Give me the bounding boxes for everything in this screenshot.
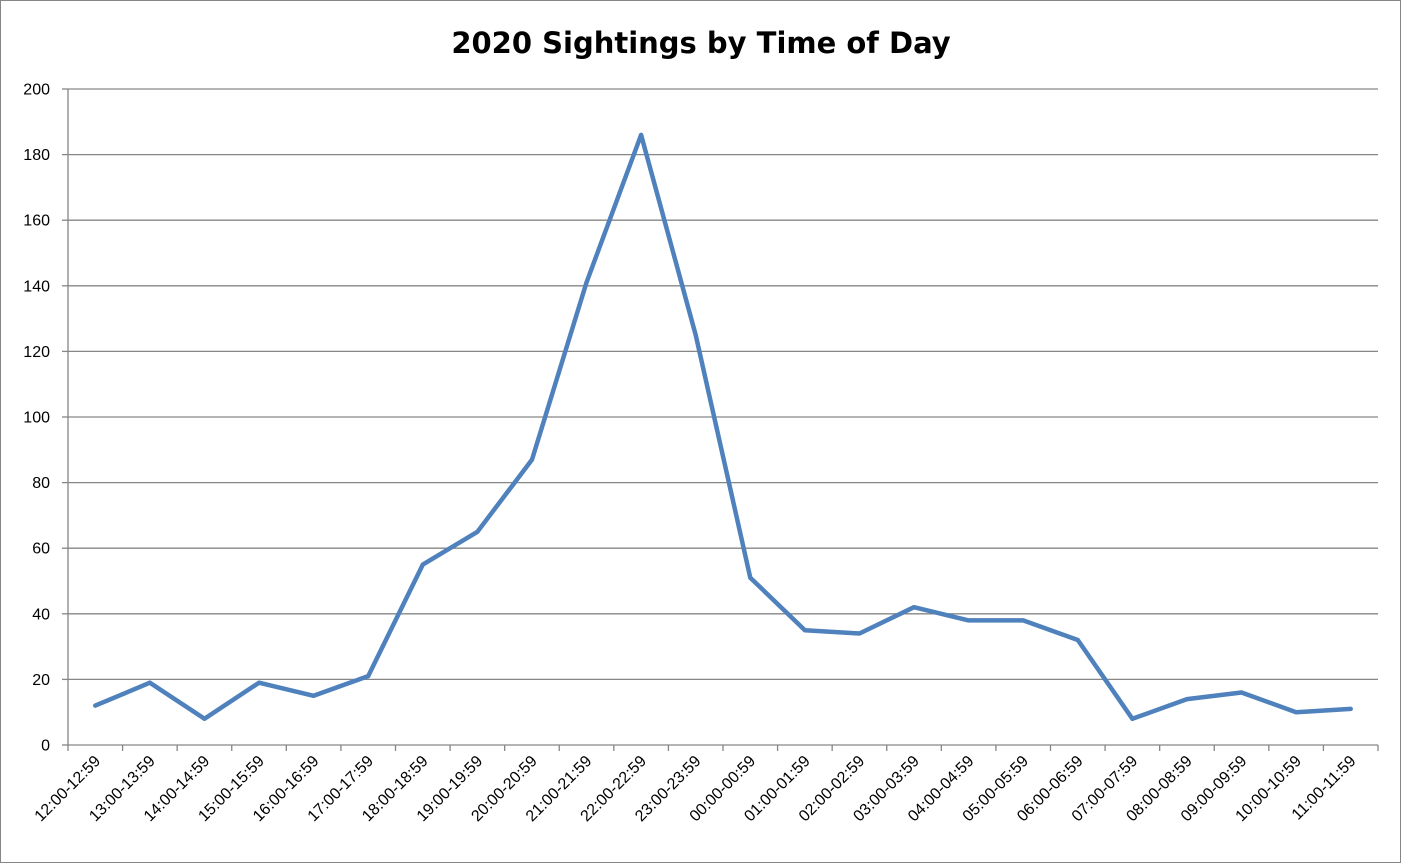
y-tick-label: 20	[32, 672, 50, 689]
data-point	[93, 703, 98, 708]
data-point	[1021, 618, 1026, 623]
y-tick-label: 140	[23, 278, 50, 295]
gridlines	[68, 88, 1378, 681]
data-point	[257, 680, 262, 685]
data-point	[475, 529, 480, 534]
data-point	[966, 618, 971, 623]
data-point	[1075, 638, 1080, 643]
y-tick-label: 80	[32, 475, 50, 492]
y-tick-label: 40	[32, 606, 50, 623]
data-point	[311, 693, 316, 698]
data-point	[1348, 706, 1353, 711]
series-layer	[93, 132, 1353, 722]
data-point	[1239, 690, 1244, 695]
data-point	[1130, 716, 1135, 721]
y-tick-label: 120	[23, 344, 50, 361]
series-line-0	[93, 132, 1353, 722]
data-point	[202, 716, 207, 721]
data-point	[147, 680, 152, 685]
data-point	[366, 674, 371, 679]
axes	[62, 88, 1379, 751]
y-tick-label: 60	[32, 541, 50, 558]
y-tick-label: 0	[41, 738, 50, 755]
data-point	[1184, 697, 1189, 702]
data-point	[1294, 710, 1299, 715]
data-point	[529, 457, 534, 462]
data-point	[420, 562, 425, 567]
y-tick-label: 200	[23, 82, 50, 99]
chart-title: 2020 Sightings by Time of Day	[451, 26, 950, 60]
data-point	[802, 628, 807, 633]
y-tick-label: 180	[23, 147, 50, 164]
data-point	[912, 605, 917, 610]
data-point	[748, 575, 753, 580]
data-point	[639, 132, 644, 137]
data-point	[693, 333, 698, 337]
y-axis-tick-labels: 0 20 40 60 80 100 120 140 160 180 200	[23, 82, 50, 755]
x-axis-tick-labels: 12:00-12:5913:00-13:5914:00-14:5915:00-1…	[32, 753, 1360, 825]
y-tick-label: 160	[23, 213, 50, 230]
y-tick-label: 100	[23, 410, 50, 427]
data-point	[584, 280, 589, 285]
data-point	[857, 631, 862, 636]
